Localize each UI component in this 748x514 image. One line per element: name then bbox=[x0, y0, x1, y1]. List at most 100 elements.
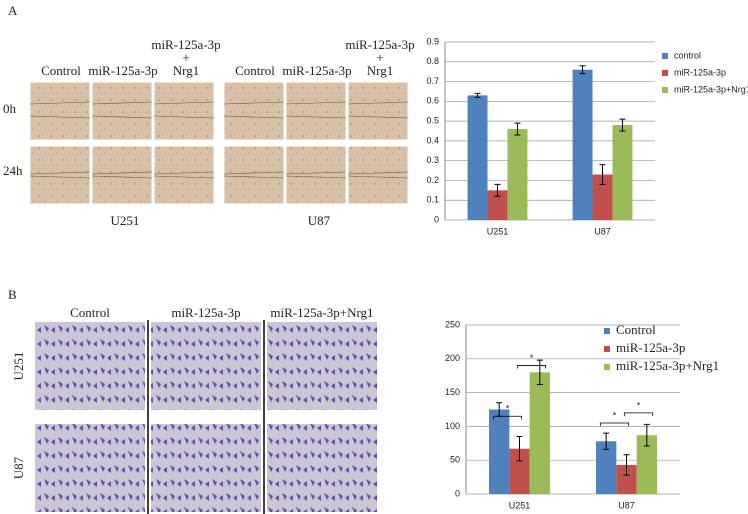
y-tick-label: 0.1 bbox=[426, 195, 439, 205]
scratch-edge bbox=[223, 175, 285, 179]
legend-swatch bbox=[604, 328, 610, 334]
significance-bracket bbox=[516, 365, 547, 369]
error-bar bbox=[514, 122, 521, 136]
y-tick-label: 0.8 bbox=[426, 56, 439, 66]
micrograph bbox=[285, 81, 347, 141]
y-tick-label: 50 bbox=[450, 455, 460, 465]
panel-label: A bbox=[8, 3, 18, 18]
legend-swatch bbox=[662, 53, 668, 59]
row-label: 0h bbox=[3, 101, 17, 116]
bar bbox=[507, 129, 528, 220]
significance-bracket bbox=[623, 412, 654, 416]
scratch-edge bbox=[153, 115, 215, 119]
legend-label: control bbox=[674, 50, 701, 60]
legend-label: miR-125a-3p+Nrg1 bbox=[674, 84, 748, 94]
scratch-edge bbox=[223, 101, 285, 105]
bar bbox=[612, 125, 633, 220]
micrograph bbox=[285, 145, 347, 205]
legend-swatch bbox=[604, 346, 610, 352]
micrograph bbox=[29, 145, 91, 205]
micrograph bbox=[347, 81, 409, 141]
significance: * bbox=[506, 404, 510, 414]
micrograph bbox=[151, 322, 261, 410]
column-label: miR-125a-3p+Nrg1 bbox=[270, 305, 373, 320]
scratch-edge bbox=[29, 101, 91, 105]
bar bbox=[592, 174, 613, 220]
column-label: Nrg1 bbox=[367, 63, 393, 78]
legend-swatch bbox=[604, 364, 610, 370]
cell-line-label: U251 bbox=[111, 213, 140, 228]
y-tick-label: 0.9 bbox=[426, 36, 439, 46]
bar bbox=[616, 464, 637, 494]
error-bar bbox=[603, 432, 610, 450]
bar bbox=[467, 95, 488, 220]
column-label: + bbox=[182, 50, 189, 65]
scratch-edge bbox=[285, 101, 347, 105]
error-bar bbox=[579, 65, 586, 75]
scratch-edge bbox=[91, 171, 153, 175]
micrograph bbox=[347, 145, 409, 205]
micrograph bbox=[35, 424, 145, 512]
scratch-edge bbox=[223, 115, 285, 119]
micrograph bbox=[35, 322, 145, 410]
bar bbox=[636, 435, 657, 494]
bar bbox=[572, 69, 593, 220]
scratch-edge bbox=[91, 101, 153, 105]
y-tick-label: 0 bbox=[455, 488, 460, 498]
column-label: miR-125a-3p bbox=[171, 305, 240, 320]
y-tick-label: 200 bbox=[445, 353, 460, 363]
bar bbox=[489, 409, 510, 494]
significance: * bbox=[637, 400, 641, 410]
scratch-edge bbox=[285, 115, 347, 119]
micrograph bbox=[153, 81, 215, 141]
y-tick-label: 0.4 bbox=[426, 135, 439, 145]
y-tick-label: 0.7 bbox=[426, 76, 439, 86]
x-tick-label: U251 bbox=[487, 226, 509, 236]
scratch-edge bbox=[347, 171, 409, 175]
scratch-edge bbox=[347, 175, 409, 179]
row-label: U251 bbox=[11, 352, 26, 381]
legend-label: miR-125a-3p+Nrg1 bbox=[616, 358, 719, 373]
y-tick-label: 0.6 bbox=[426, 96, 439, 106]
column-label: miR-125a-3p bbox=[151, 37, 220, 52]
micrograph bbox=[153, 145, 215, 205]
row-label: U87 bbox=[11, 456, 26, 479]
bar bbox=[509, 448, 530, 494]
error-bar bbox=[494, 183, 501, 197]
scratch-edge bbox=[29, 171, 91, 175]
scratch-edge bbox=[91, 115, 153, 119]
column-label: Control bbox=[41, 63, 81, 78]
error-bar bbox=[536, 359, 543, 385]
y-tick-label: 250 bbox=[445, 319, 460, 329]
micrograph bbox=[29, 81, 91, 141]
legend-swatch bbox=[662, 87, 668, 93]
significance: * bbox=[530, 353, 534, 363]
column-label: miR-125a-3p bbox=[88, 63, 157, 78]
x-tick-label: U87 bbox=[618, 500, 635, 510]
micrograph bbox=[151, 424, 261, 512]
error-bar bbox=[516, 436, 523, 462]
micrograph bbox=[91, 145, 153, 205]
legend-swatch bbox=[662, 70, 668, 76]
legend-label: Control bbox=[616, 322, 656, 337]
significance: * bbox=[613, 410, 617, 420]
x-tick-label: U251 bbox=[509, 500, 531, 510]
y-tick-label: 0.2 bbox=[426, 175, 439, 185]
panel-label: B bbox=[8, 287, 17, 302]
column-label: + bbox=[376, 50, 383, 65]
bar bbox=[529, 372, 550, 494]
bar bbox=[487, 190, 508, 220]
scratch-edge bbox=[91, 175, 153, 179]
significance-bracket bbox=[492, 415, 523, 420]
y-tick-label: 0.5 bbox=[426, 115, 439, 125]
scratch-edge bbox=[29, 115, 91, 119]
bar bbox=[596, 441, 617, 494]
scratch-edge bbox=[153, 101, 215, 105]
x-tick-label: U87 bbox=[594, 226, 611, 236]
scratch-edge bbox=[285, 171, 347, 175]
micrograph bbox=[223, 145, 285, 205]
y-tick-label: 0 bbox=[434, 214, 439, 224]
y-tick-label: 0.3 bbox=[426, 155, 439, 165]
